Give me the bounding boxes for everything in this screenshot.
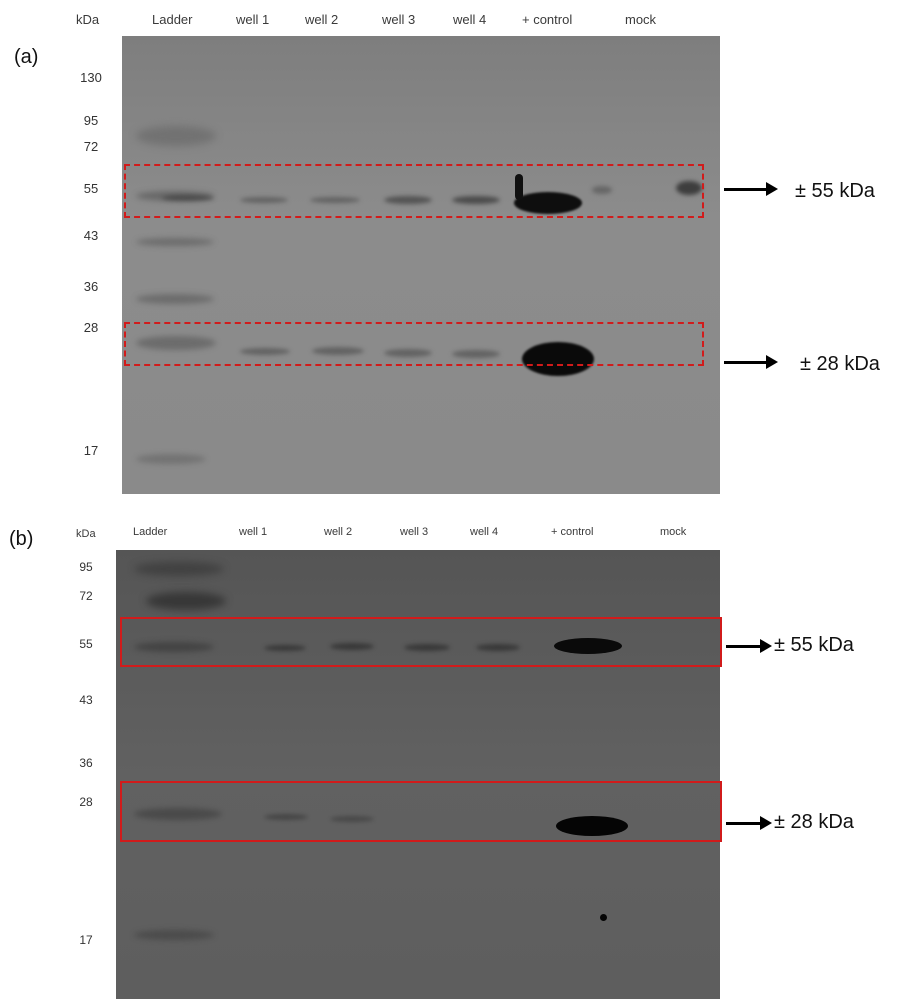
arrow-icon: [766, 182, 778, 196]
ladder-band: [136, 454, 206, 464]
lane-header-well-3: well 3: [382, 12, 416, 27]
mw-marker: 72: [79, 589, 93, 603]
mw-marker: 28: [83, 320, 99, 335]
band: [310, 197, 360, 203]
band: [264, 645, 306, 651]
mw-marker: 36: [83, 279, 99, 294]
ladder-band: [136, 126, 216, 146]
blot-image-b: [116, 550, 720, 999]
ladder-band: [136, 336, 216, 350]
band: [240, 348, 290, 355]
annotation-55kda: ± 55 kDa: [774, 634, 854, 656]
annotation-55kda: ± 55 kDa: [795, 180, 875, 202]
band: [330, 816, 374, 822]
band: [452, 196, 500, 204]
mw-marker: 17: [79, 933, 93, 947]
band: [384, 349, 432, 357]
lane-header-well-4: well 4: [453, 12, 487, 27]
annotation-28kda: ± 28 kDa: [774, 811, 854, 833]
lane-header-positive-control: + control: [551, 526, 594, 538]
mw-marker: 28: [79, 795, 93, 809]
band: [330, 643, 374, 650]
arrow-line: [726, 822, 766, 825]
band: [162, 195, 214, 201]
ladder-band: [134, 562, 224, 576]
lane-header-ladder: Ladder: [152, 12, 193, 27]
highlight-box-55kda: [120, 617, 722, 667]
arrow-icon: [760, 816, 772, 830]
speck: [600, 914, 607, 921]
mw-marker: 55: [83, 181, 99, 196]
band: [264, 814, 308, 820]
band: [476, 644, 520, 651]
mw-marker: 55: [79, 637, 93, 651]
mw-marker: 43: [79, 693, 93, 707]
arrow-icon: [760, 639, 772, 653]
panel-b-label: (b): [9, 528, 34, 550]
mw-marker: 36: [79, 756, 93, 770]
mw-marker: 95: [79, 560, 93, 574]
lane-header-well-2: well 2: [305, 12, 339, 27]
ladder-band: [134, 930, 214, 940]
band: [404, 644, 450, 651]
arrow-line: [726, 645, 766, 648]
band: [452, 350, 500, 358]
arrow-line: [724, 361, 772, 364]
positive-control-band: [522, 342, 594, 376]
kda-header: kDa: [76, 12, 100, 27]
panel-a-label: (a): [14, 46, 39, 68]
arrow-line: [724, 188, 772, 191]
positive-control-band: [554, 638, 622, 654]
lane-header-mock: mock: [625, 12, 657, 27]
band: [312, 347, 364, 355]
annotation-28kda: ± 28 kDa: [800, 353, 880, 375]
ladder-band: [136, 294, 214, 304]
highlight-box-28kda: [120, 781, 722, 842]
ladder-band: [136, 238, 214, 246]
arrow-icon: [766, 355, 778, 369]
positive-control-band: [514, 192, 582, 214]
lane-header-well-4: well 4: [470, 526, 499, 538]
highlight-box-55kda: [124, 164, 704, 218]
band: [240, 197, 288, 203]
lane-header-well-2: well 2: [324, 526, 353, 538]
band: [384, 196, 432, 204]
kda-header: kDa: [76, 528, 96, 540]
lane-header-well-1: well 1: [236, 12, 270, 27]
ladder-band: [134, 642, 214, 652]
mw-marker: 17: [83, 443, 99, 458]
band: [592, 186, 612, 194]
mw-marker: 95: [83, 113, 99, 128]
ladder-band: [146, 592, 226, 610]
lane-header-positive-control: + control: [522, 12, 573, 27]
mw-marker: 130: [80, 70, 102, 85]
mw-marker: 43: [83, 228, 99, 243]
positive-control-band: [556, 816, 628, 836]
mw-marker: 72: [83, 139, 99, 154]
band: [676, 181, 702, 195]
blot-image-a: [122, 36, 720, 494]
lane-header-well-3: well 3: [400, 526, 429, 538]
lane-header-mock: mock: [660, 526, 687, 538]
ladder-band: [134, 808, 222, 820]
band: [515, 174, 523, 200]
lane-header-well-1: well 1: [239, 526, 268, 538]
highlight-box-28kda: [124, 322, 704, 366]
lane-header-ladder: Ladder: [133, 526, 168, 538]
